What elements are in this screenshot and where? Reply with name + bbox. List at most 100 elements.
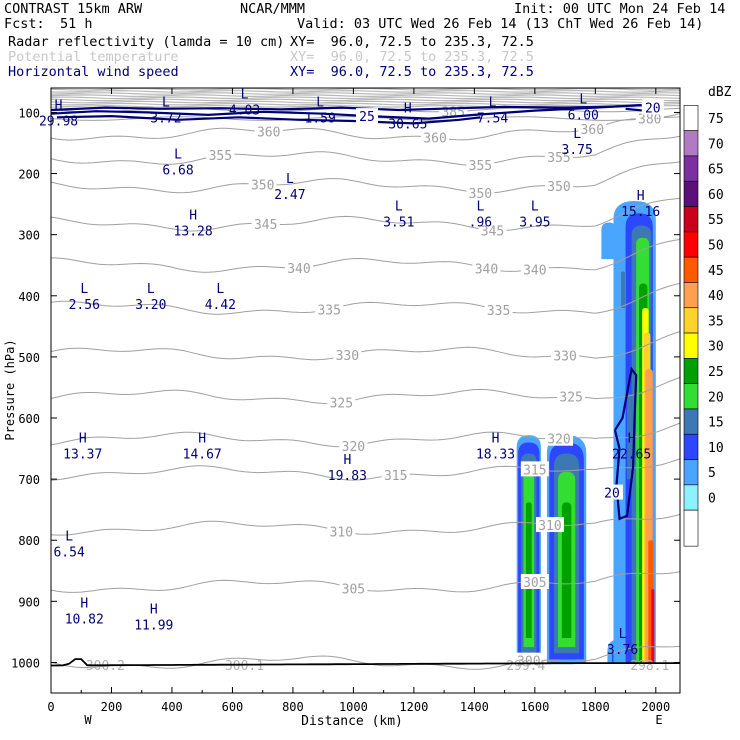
- wind-label-bg: [641, 99, 664, 115]
- theta-contour-label: 350: [469, 187, 492, 202]
- extremum-value: 15.16: [621, 205, 660, 220]
- extremum-symbol: L: [531, 199, 539, 214]
- wind-label-bg: [600, 484, 623, 500]
- theta-contour-label: 315: [384, 469, 407, 484]
- extremum-value: 30.65: [388, 118, 427, 133]
- axes: 0 200 400 600 800 1000 1200 1400 1600 1800 2000 100…: [11, 88, 680, 714]
- west-label: W: [84, 713, 92, 727]
- theta-label-bg: [484, 302, 513, 318]
- init-time: Init: 00 UTC Mon 24 Feb 14: [514, 1, 726, 17]
- wind-contour-20-lower: [613, 366, 638, 521]
- extremum-symbol: L: [579, 92, 587, 107]
- extremum-value: 3.72: [150, 111, 181, 126]
- extremum-symbol: H: [404, 102, 412, 117]
- theta-contour-label: 350: [251, 178, 274, 193]
- theta-label-bg: [520, 261, 549, 277]
- theta-contour-label: 355: [547, 151, 570, 166]
- theta-contour-label: 330: [336, 349, 359, 364]
- x-tick-label: 400: [161, 700, 183, 714]
- x-tick-label: 1000: [339, 700, 368, 714]
- extremum-symbol: H: [198, 432, 206, 447]
- theta-contour-label: 355: [209, 149, 232, 164]
- y-tick-label: 800: [18, 534, 40, 548]
- theta-label-bg: [327, 394, 356, 410]
- theta-stratosphere-line: [51, 88, 680, 91]
- field-theta: Potential temperature: [8, 49, 179, 65]
- colorbar-label: 40: [708, 289, 724, 304]
- wind-contour-20: [56, 114, 481, 125]
- extremum-value: 2.56: [69, 298, 100, 313]
- colorbar-swatch: [683, 231, 699, 258]
- colorbar-unit: dBZ: [708, 85, 732, 100]
- surface-line: [51, 658, 680, 667]
- theta-label-bg: [551, 347, 580, 363]
- extremum-symbol: H: [343, 453, 351, 468]
- x-tick-label: 0: [47, 700, 54, 714]
- surface-theta-label: 300.1: [225, 659, 264, 674]
- x-tick-label: 200: [101, 700, 123, 714]
- extremum-symbol: H: [150, 603, 158, 618]
- theta-contour-label: 325: [559, 391, 582, 406]
- colorbar-label: 20: [708, 390, 724, 405]
- extremum-value: 3.76: [607, 643, 638, 658]
- theta-contour-label: 360: [581, 123, 604, 138]
- extremum-value: 18.33: [476, 448, 515, 463]
- colorbar-swatch: [683, 332, 699, 359]
- extremum-symbol: L: [162, 95, 170, 110]
- extremum-symbol: L: [241, 87, 249, 102]
- x-tick-label: 600: [222, 700, 244, 714]
- theta-contour-label: 360: [257, 125, 280, 140]
- y-tick-label: 600: [18, 412, 40, 426]
- extremum-symbol: L: [395, 199, 403, 214]
- extremum-symbol: L: [65, 529, 73, 544]
- reflectivity-anvil: [601, 222, 617, 260]
- org-label: NCAR/MMM: [240, 1, 306, 17]
- theta-contour-line: [51, 458, 680, 481]
- extremum-value: 3.20: [135, 298, 166, 313]
- extremum-value: 29.98: [39, 114, 78, 129]
- theta-label-bg: [545, 149, 574, 165]
- model-title: CONTRAST 15km ARW: [4, 1, 143, 17]
- fcst-label: Fcst:: [4, 16, 45, 32]
- theta-label-bg: [472, 260, 501, 276]
- reflectivity-cell: [627, 393, 632, 480]
- theta-contour-label: 355: [469, 159, 492, 174]
- theta-contour-line: [51, 135, 680, 166]
- colorbar-swatch: [683, 383, 699, 410]
- theta-stratosphere-line: [51, 92, 680, 95]
- field-reflectivity: Radar reflectivity (lamda = 10 cm): [8, 34, 285, 50]
- extremum-value: 1.59: [304, 111, 335, 126]
- colorbar-swatch: [683, 307, 699, 334]
- extremum-symbol: L: [147, 282, 155, 297]
- x-tick-label: 2000: [641, 700, 670, 714]
- theta-label-bg: [339, 580, 368, 596]
- x-tick-label: 1600: [520, 700, 549, 714]
- theta-contour-label: 320: [547, 433, 570, 448]
- extremum-symbol: H: [492, 432, 500, 447]
- theta-label-bg: [251, 215, 280, 231]
- theta-label-bg: [339, 437, 368, 453]
- theta-contour-label: 305: [342, 582, 365, 597]
- theta-label-bg: [284, 259, 313, 275]
- y-tick-label: 1000: [11, 656, 40, 670]
- extremum-value: 13.37: [63, 448, 102, 463]
- colorbar-swatch: [683, 155, 699, 182]
- colorbar-swatch: [683, 105, 699, 131]
- extremum-symbol: L: [573, 127, 581, 142]
- theta-contour-label: 350: [547, 180, 570, 195]
- extremum-symbol: H: [628, 432, 636, 447]
- xy-wind: XY= 96.0, 72.5 to 235.3, 72.5: [290, 64, 534, 80]
- theta-label-bg: [545, 430, 574, 446]
- theta-stratosphere-line: [51, 100, 680, 104]
- reflectivity-cell: [561, 502, 572, 638]
- theta-contour-line: [51, 282, 680, 315]
- extremum-symbol: H: [79, 432, 87, 447]
- theta-label-bg: [206, 147, 235, 163]
- theta-label-bg: [333, 346, 362, 362]
- extremum-symbol: L: [286, 172, 294, 187]
- y-axis-label: Pressure (hPa): [3, 339, 17, 440]
- x-tick-label: 1400: [460, 700, 489, 714]
- wind-extrema-labels: H29.98L3.72L4.03L1.59H30.65L7.54L6.00L3.…: [39, 87, 660, 658]
- extremum-value: 7.54: [477, 111, 508, 126]
